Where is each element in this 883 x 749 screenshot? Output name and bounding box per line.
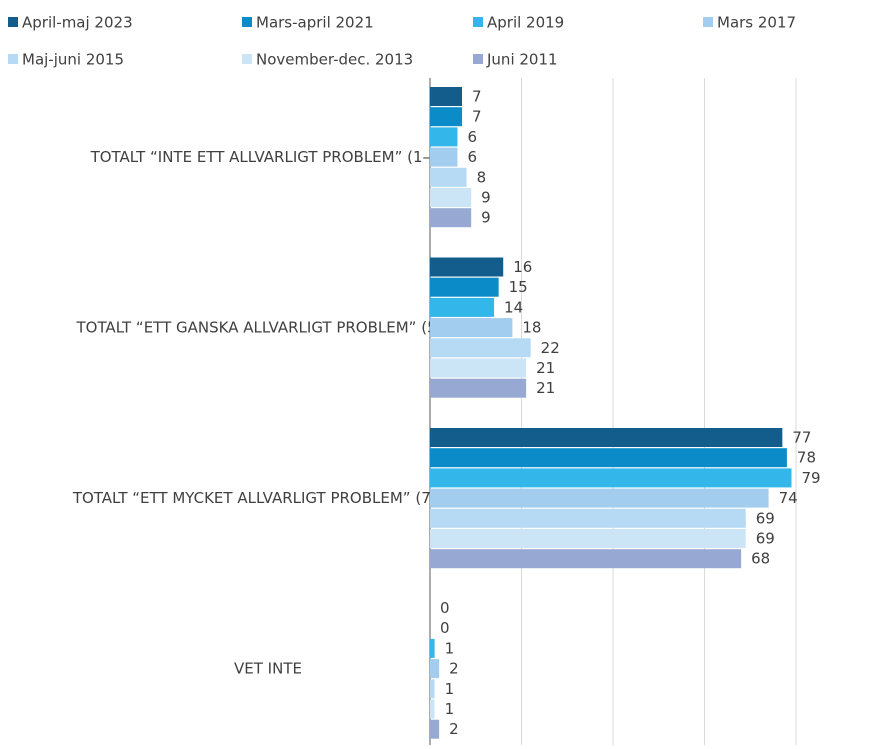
value-label: 18 <box>522 319 541 337</box>
legend-label: April 2019 <box>487 14 564 32</box>
value-label: 9 <box>481 209 491 227</box>
legend-label: April-maj 2023 <box>22 14 133 32</box>
value-label: 14 <box>504 298 523 316</box>
value-label: 1 <box>445 700 455 718</box>
value-label: 77 <box>792 429 811 447</box>
bar <box>430 208 472 228</box>
legend-swatch <box>8 17 18 27</box>
bar <box>430 147 458 167</box>
bar <box>430 257 504 277</box>
value-label: 2 <box>449 660 459 678</box>
bar <box>430 448 787 468</box>
bar <box>430 127 458 147</box>
category-label: TOTALT “ETT MYCKET ALLVARLIGT PROBLEM” (… <box>72 489 463 507</box>
value-label: 7 <box>472 88 482 106</box>
bar <box>430 719 440 739</box>
bar <box>430 529 746 548</box>
bar <box>430 87 463 106</box>
bar <box>430 488 769 508</box>
value-label: 6 <box>467 148 477 166</box>
bar <box>430 378 527 398</box>
value-label: 78 <box>797 449 816 467</box>
bar <box>430 167 467 187</box>
legend-swatch <box>242 17 252 27</box>
bar <box>430 638 435 658</box>
value-label: 1 <box>445 639 455 657</box>
value-label: 7 <box>472 108 482 126</box>
bar <box>430 188 472 207</box>
bar <box>430 338 531 358</box>
value-label: 69 <box>756 509 775 527</box>
legend-label: Juni 2011 <box>486 51 558 69</box>
legend-label: Mars-april 2021 <box>256 14 374 32</box>
value-label: 9 <box>481 189 491 207</box>
value-label: 22 <box>541 339 560 357</box>
value-label: 68 <box>751 550 770 568</box>
value-label: 74 <box>779 489 798 507</box>
value-label: 21 <box>536 359 555 377</box>
category-label: VET INTE <box>234 660 302 678</box>
value-label: 2 <box>449 720 459 738</box>
value-label: 1 <box>445 680 455 698</box>
bar <box>430 699 435 719</box>
bar <box>430 659 440 679</box>
legend-swatch <box>8 54 18 64</box>
bar <box>430 318 513 338</box>
legend-label: November-dec. 2013 <box>256 51 413 69</box>
category-label: TOTALT “ETT GANSKA ALLVARLIGT PROBLEM” (… <box>75 319 459 337</box>
bar <box>430 468 792 488</box>
bar <box>430 679 435 699</box>
legend-swatch <box>473 17 483 27</box>
value-label: 0 <box>440 619 450 637</box>
bar <box>430 549 742 569</box>
value-label: 16 <box>513 258 532 276</box>
value-label: 69 <box>756 530 775 548</box>
value-label: 79 <box>801 469 820 487</box>
legend-label: Maj-juni 2015 <box>22 51 124 69</box>
bar <box>430 428 783 447</box>
legend-label: Mars 2017 <box>717 14 796 32</box>
bar <box>430 277 499 297</box>
legend-swatch <box>242 54 252 64</box>
legend-swatch <box>703 17 713 27</box>
value-label: 21 <box>536 379 555 397</box>
bar <box>430 107 463 127</box>
category-label: TOTALT “INTE ETT ALLVARLIGT PROBLEM” (1–… <box>90 148 446 166</box>
bar <box>430 358 527 378</box>
value-label: 15 <box>509 278 528 296</box>
value-label: 0 <box>440 599 450 617</box>
bar <box>430 297 495 317</box>
legend-swatch <box>473 54 483 64</box>
value-label: 8 <box>477 168 487 186</box>
bar <box>430 508 746 528</box>
value-label: 6 <box>467 128 477 146</box>
